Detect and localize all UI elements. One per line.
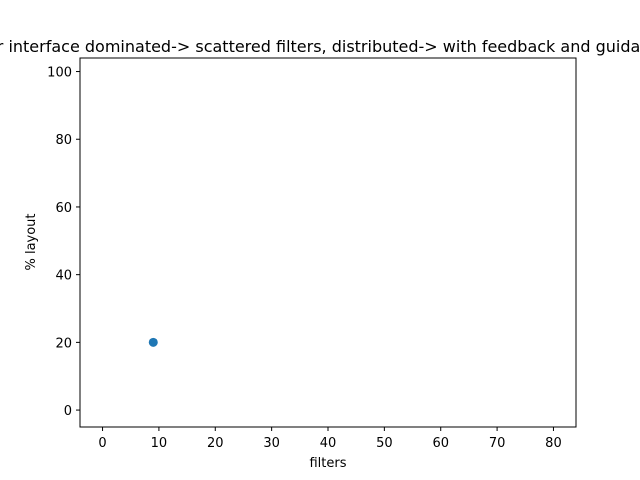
x-axis-label: filters (309, 456, 346, 471)
ticks: 0 10 20 30 40 50 60 70 80 0 20 40 60 80 100 (47, 66, 562, 451)
x-tick-label: 80 (545, 436, 562, 451)
axes (79, 57, 577, 428)
x-tick-label: 40 (320, 436, 337, 451)
x-tick-label: 50 (376, 436, 393, 451)
plot-frame (79, 57, 577, 428)
x-tick-label: 20 (207, 436, 224, 451)
y-tick-label: 100 (47, 66, 72, 81)
y-tick-label: 80 (55, 133, 72, 148)
x-tick-label: 70 (489, 436, 506, 451)
y-axis-label: % layout (24, 213, 39, 270)
y-tick-label: 40 (55, 269, 72, 284)
x-tick-label: 30 (263, 436, 280, 451)
y-tick-label: 0 (64, 404, 72, 419)
x-tick-label: 0 (98, 436, 106, 451)
y-tick-label: 20 (55, 336, 72, 351)
y-tick-label: 60 (55, 201, 72, 216)
data-points (148, 337, 158, 347)
x-tick-label: 60 (432, 436, 449, 451)
chart-title: er interface dominated-> scattered filte… (0, 37, 640, 56)
data-point (148, 337, 158, 347)
x-tick-label: 10 (151, 436, 168, 451)
